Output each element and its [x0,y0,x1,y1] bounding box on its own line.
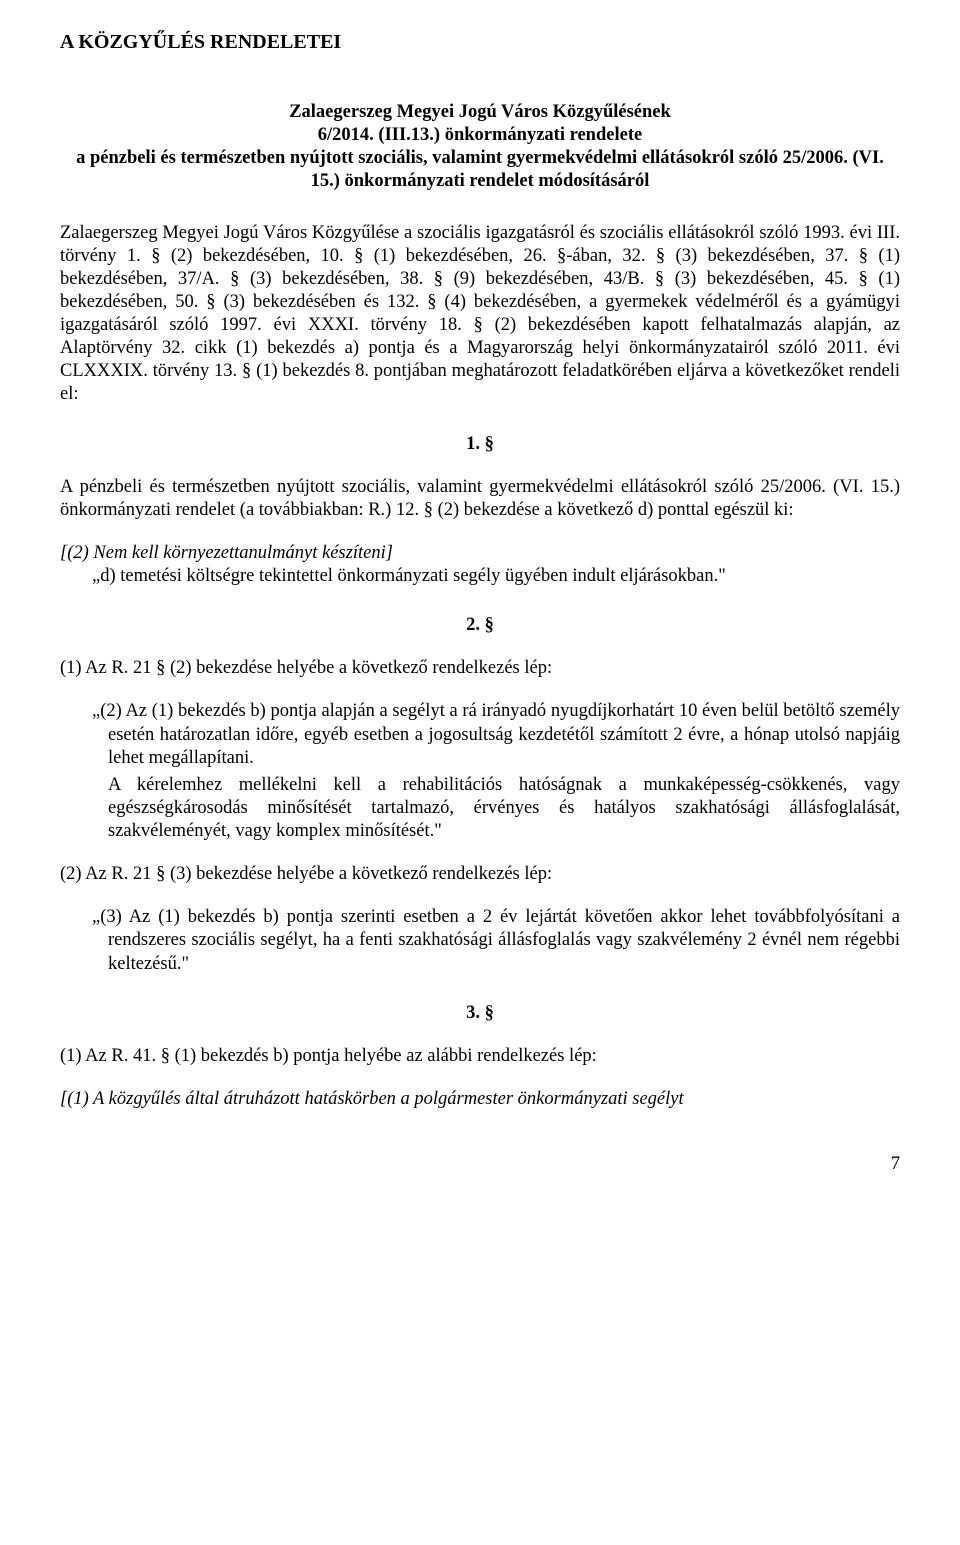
section-3-number: 3. § [60,1002,900,1025]
page-main-title: A KÖZGYŰLÉS RENDELETEI [60,30,900,55]
subtitle-line-2: 6/2014. (III.13.) önkormányzati rendelet… [60,124,900,147]
subtitle-line-1: Zalaegerszeg Megyei Jogú Város Közgyűlés… [60,101,900,124]
section-1-quote: „d) temetési költségre tekintettel önkor… [60,565,900,588]
page-number: 7 [60,1153,900,1176]
section-1-number: 1. § [60,433,900,456]
section-2-number: 2. § [60,614,900,637]
section-2-line-2: (2) Az R. 21 § (3) bekezdése helyébe a k… [60,863,900,886]
section-1-text: A pénzbeli és természetben nyújtott szoc… [60,476,900,522]
preamble-text: Zalaegerszeg Megyei Jogú Város Közgyűlés… [60,222,900,407]
section-1-italic-ref: [(2) Nem kell környezettanulmányt készít… [60,542,900,565]
section-2-quote-2: „(3) Az (1) bekezdés b) pontja szerinti … [60,906,900,975]
subtitle-line-3: a pénzbeli és természetben nyújtott szoc… [60,147,900,193]
section-2-line-1: (1) Az R. 21 § (2) bekezdése helyébe a k… [60,657,900,680]
section-2-quote-1: „(2) Az (1) bekezdés b) pontja alapján a… [60,700,900,769]
section-3-italic-ref: [(1) A közgyűlés által átruházott hatásk… [60,1088,900,1111]
subtitle-block: Zalaegerszeg Megyei Jogú Város Közgyűlés… [60,101,900,194]
section-3-line-1: (1) Az R. 41. § (1) bekezdés b) pontja h… [60,1045,900,1068]
section-2-sub-1: A kérelemhez mellékelni kell a rehabilit… [60,774,900,843]
